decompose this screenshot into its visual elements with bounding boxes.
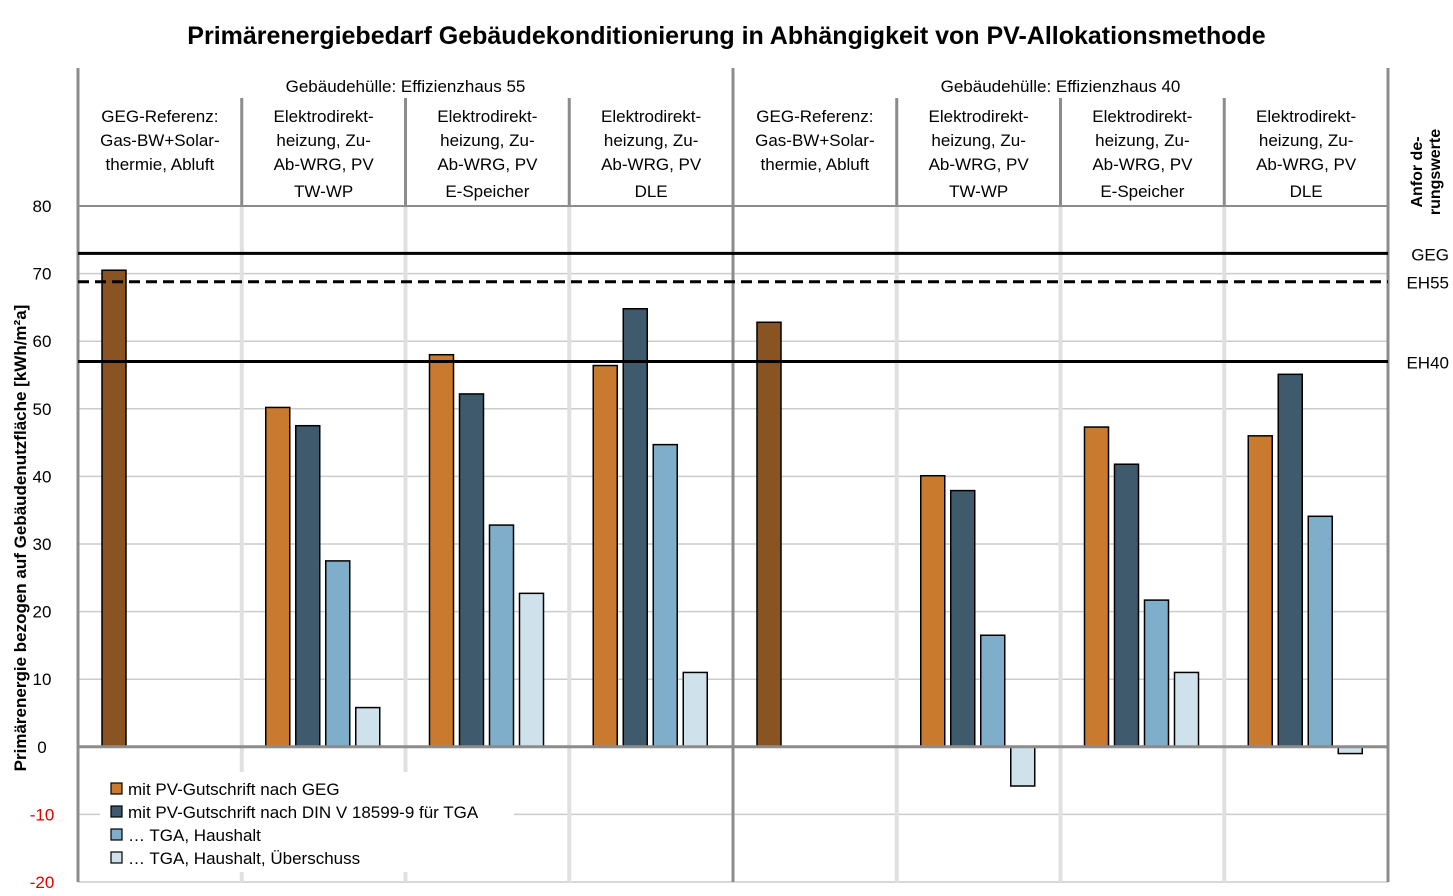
category-label: heizung, Zu- xyxy=(931,131,1026,150)
y-tick-label: 80 xyxy=(33,197,52,216)
bar xyxy=(980,634,1006,748)
y-tick-label: 40 xyxy=(33,467,52,486)
category-label: Ab-WRG, PV xyxy=(929,155,1030,174)
category-sublabel: DLE xyxy=(1290,182,1323,201)
category-label: Ab-WRG, PV xyxy=(437,155,538,174)
bar xyxy=(1010,746,1036,787)
bar xyxy=(1307,515,1333,748)
y-tick-label: 70 xyxy=(33,265,52,284)
group-label: Gebäudehülle: Effizienzhaus 55 xyxy=(286,77,526,96)
category-label: heizung, Zu- xyxy=(1095,131,1190,150)
bar xyxy=(622,308,648,748)
category-label: Ab-WRG, PV xyxy=(1256,155,1357,174)
y-tick-label: 10 xyxy=(33,670,52,689)
bar xyxy=(428,353,455,748)
category-label: thermie, Abluft xyxy=(761,155,870,174)
category-label: GEG-Referenz: xyxy=(756,107,873,126)
y-tick-label: 30 xyxy=(33,535,52,554)
category-label: Ab-WRG, PV xyxy=(1092,155,1193,174)
y-tick-label: -10 xyxy=(30,805,55,824)
legend-label: … TGA, Haushalt xyxy=(128,826,261,845)
bar xyxy=(355,706,381,748)
category-label: Elektrodirekt- xyxy=(1092,107,1192,126)
category-label: Gas-BW+Solar- xyxy=(755,131,875,150)
legend-swatch xyxy=(110,805,123,818)
category-label: Ab-WRG, PV xyxy=(601,155,702,174)
y-tick-label: -20 xyxy=(30,873,55,892)
legend-box xyxy=(100,772,514,872)
category-label: heizung, Zu- xyxy=(276,131,371,150)
bar xyxy=(652,443,678,748)
category-label: heizung, Zu- xyxy=(440,131,535,150)
y-tick-label: 50 xyxy=(33,400,52,419)
y-tick-label: 20 xyxy=(33,603,52,622)
category-sublabel: E-Speicher xyxy=(1100,182,1184,201)
bar xyxy=(920,474,946,748)
category-sublabel: TW-WP xyxy=(949,182,1008,201)
category-label: Elektrodirekt- xyxy=(601,107,701,126)
category-sublabel: TW-WP xyxy=(294,182,353,201)
category-label: Elektrodirekt- xyxy=(929,107,1029,126)
category-label: thermie, Abluft xyxy=(106,155,215,174)
bar xyxy=(1173,671,1200,748)
category-label: heizung, Zu- xyxy=(1259,131,1354,150)
category-label: Elektrodirekt- xyxy=(274,107,374,126)
y-axis-label: Primärenergie bezogen auf Gebäudenutzflä… xyxy=(11,305,30,772)
y-tick-label: 60 xyxy=(33,332,52,351)
bar xyxy=(1083,426,1110,748)
reference-line-label: EH55 xyxy=(1406,274,1449,293)
bar xyxy=(592,364,618,748)
bar xyxy=(1247,435,1273,748)
legend-swatch xyxy=(110,851,123,864)
bar xyxy=(682,671,708,748)
category-sublabel: E-Speicher xyxy=(445,182,529,201)
bar xyxy=(1113,463,1140,748)
bar xyxy=(488,524,515,748)
bar xyxy=(518,592,545,748)
reference-line-label: EH40 xyxy=(1406,353,1449,372)
bar xyxy=(295,424,321,748)
category-label: heizung, Zu- xyxy=(604,131,699,150)
reference-bar xyxy=(101,269,127,748)
bar xyxy=(325,560,351,748)
legend-swatch xyxy=(110,828,123,841)
requirement-label: rungswerte xyxy=(1427,129,1444,215)
requirement-label: Anfor de- xyxy=(1409,136,1426,207)
category-label: Gas-BW+Solar- xyxy=(100,131,220,150)
legend-label: mit PV-Gutschrift nach GEG xyxy=(128,780,340,799)
y-tick-label: 0 xyxy=(37,738,46,757)
bar xyxy=(1277,373,1303,748)
legend-label: … TGA, Haushalt, Überschuss xyxy=(128,849,360,868)
bar xyxy=(950,489,976,748)
category-label: Ab-WRG, PV xyxy=(274,155,375,174)
bar xyxy=(458,393,485,748)
bar xyxy=(1143,599,1170,748)
bar xyxy=(265,406,291,748)
chart-title: Primärenergiebedarf Gebäudekonditionieru… xyxy=(187,22,1266,50)
reference-bar xyxy=(756,321,782,748)
category-label: Elektrodirekt- xyxy=(437,107,537,126)
category-sublabel: DLE xyxy=(635,182,668,201)
legend-label: mit PV-Gutschrift nach DIN V 18599-9 für… xyxy=(128,803,479,822)
legend-swatch xyxy=(110,782,123,795)
category-label: Elektrodirekt- xyxy=(1256,107,1356,126)
category-label: GEG-Referenz: xyxy=(101,107,218,126)
reference-line-label: GEG xyxy=(1411,245,1449,264)
group-label: Gebäudehülle: Effizienzhaus 40 xyxy=(941,77,1181,96)
